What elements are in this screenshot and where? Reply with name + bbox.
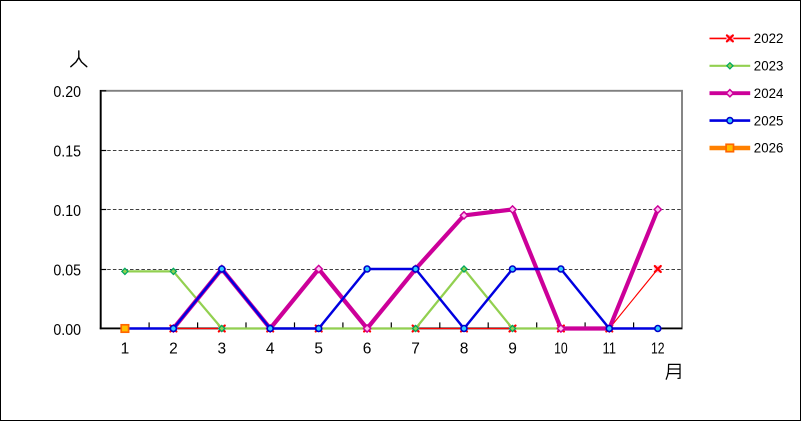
svg-text:8: 8 — [460, 340, 469, 357]
svg-text:0.05: 0.05 — [53, 262, 81, 279]
svg-text:10: 10 — [554, 340, 568, 357]
svg-text:0.10: 0.10 — [53, 203, 81, 220]
svg-text:11: 11 — [603, 340, 617, 357]
svg-text:0.00: 0.00 — [53, 322, 81, 339]
svg-text:5: 5 — [314, 340, 323, 357]
svg-text:2024: 2024 — [754, 86, 784, 101]
svg-text:2026: 2026 — [754, 141, 784, 156]
svg-text:1: 1 — [121, 340, 130, 357]
svg-text:6: 6 — [363, 340, 372, 357]
svg-text:2023: 2023 — [754, 59, 784, 74]
svg-text:9: 9 — [508, 340, 517, 357]
svg-text:0.15: 0.15 — [53, 144, 81, 161]
svg-text:0.20: 0.20 — [53, 84, 81, 101]
svg-text:2025: 2025 — [754, 113, 784, 128]
svg-text:7: 7 — [411, 340, 420, 357]
svg-text:2022: 2022 — [754, 31, 784, 46]
svg-text:2: 2 — [169, 340, 178, 357]
svg-text:12: 12 — [651, 340, 665, 357]
svg-text:4: 4 — [266, 340, 275, 357]
svg-text:3: 3 — [217, 340, 226, 357]
